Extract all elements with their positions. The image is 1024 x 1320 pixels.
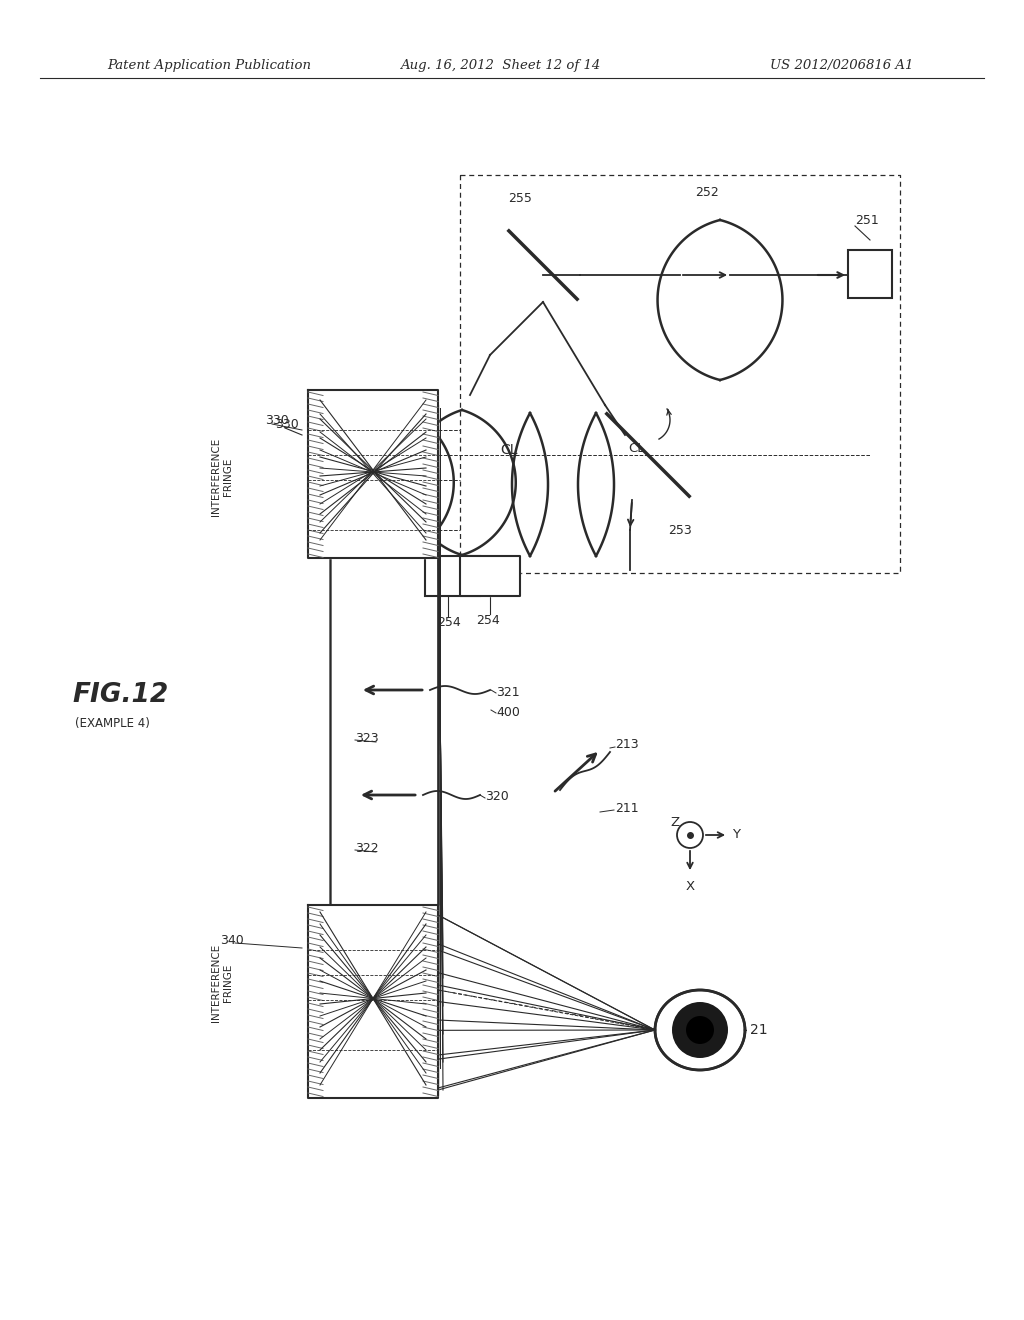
Text: 213: 213 — [615, 738, 639, 751]
Bar — [848, 249, 892, 298]
Text: Z: Z — [670, 817, 679, 829]
Text: 330: 330 — [275, 418, 299, 432]
Text: 322: 322 — [355, 842, 379, 854]
Text: 255: 255 — [508, 191, 531, 205]
Polygon shape — [308, 906, 438, 1098]
Text: 323: 323 — [355, 731, 379, 744]
Text: X: X — [685, 880, 694, 894]
Text: Aug. 16, 2012  Sheet 12 of 14: Aug. 16, 2012 Sheet 12 of 14 — [400, 58, 600, 71]
Text: FIG.12: FIG.12 — [72, 682, 168, 708]
Text: 320: 320 — [485, 791, 509, 804]
Text: 340: 340 — [220, 933, 244, 946]
Text: (EXAMPLE 4): (EXAMPLE 4) — [75, 717, 150, 730]
Text: INTERFERENCE
FRINGE: INTERFERENCE FRINGE — [211, 438, 232, 516]
Text: 21: 21 — [750, 1023, 768, 1038]
Text: 254: 254 — [437, 615, 461, 628]
Text: 253: 253 — [668, 524, 692, 536]
Text: Y: Y — [732, 829, 740, 842]
Bar — [425, 556, 480, 597]
Text: CL: CL — [628, 441, 644, 454]
Polygon shape — [308, 389, 438, 558]
Text: 252: 252 — [695, 186, 719, 198]
Text: INTERFERENCE
FRINGE: INTERFERENCE FRINGE — [211, 944, 232, 1022]
Text: 330: 330 — [265, 413, 289, 426]
Text: US 2012/0206816 A1: US 2012/0206816 A1 — [770, 58, 913, 71]
Circle shape — [686, 1016, 714, 1044]
Text: Patent Application Publication: Patent Application Publication — [106, 58, 311, 71]
Circle shape — [672, 1002, 728, 1059]
Ellipse shape — [655, 990, 745, 1071]
Text: 321: 321 — [496, 685, 519, 698]
Text: 254: 254 — [476, 614, 500, 627]
Circle shape — [677, 822, 703, 847]
Text: 400: 400 — [496, 705, 520, 718]
Polygon shape — [460, 556, 520, 597]
Text: 251: 251 — [855, 214, 879, 227]
Text: CL: CL — [500, 444, 517, 457]
Text: 211: 211 — [615, 801, 639, 814]
